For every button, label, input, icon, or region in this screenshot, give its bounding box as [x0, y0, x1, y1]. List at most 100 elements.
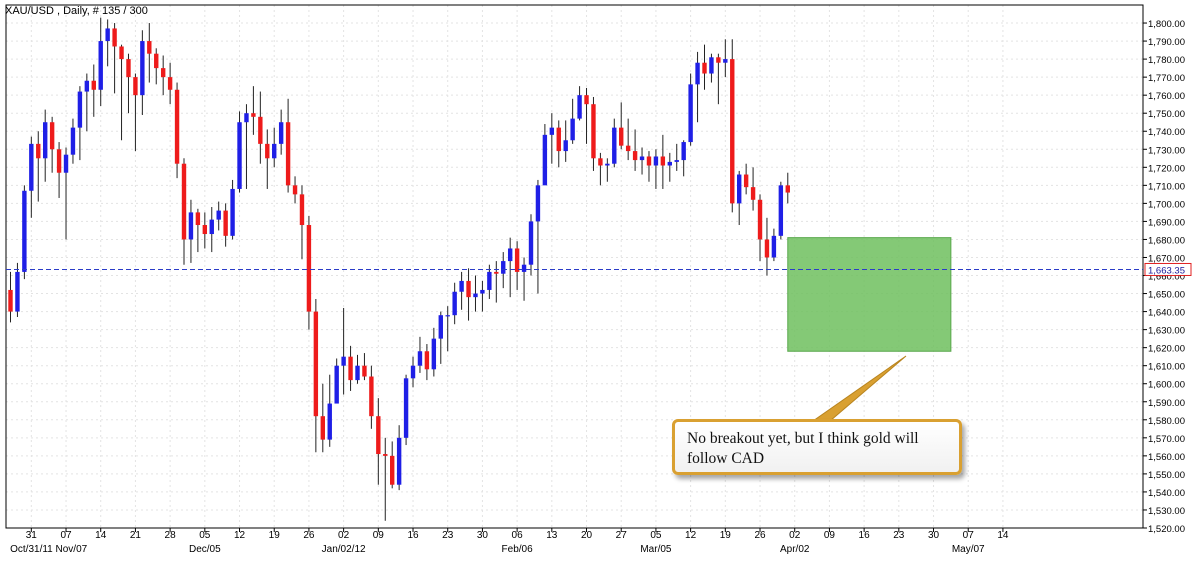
candle [646, 151, 652, 182]
y-tick-label: 1,600.00 [1148, 380, 1185, 391]
candle [778, 181, 784, 240]
candle [764, 217, 770, 276]
x-tick-label: 30 [477, 530, 489, 541]
month-label: Jan/02/12 [322, 544, 366, 555]
candle-body [181, 163, 187, 240]
x-tick-label: 27 [616, 530, 628, 541]
candle [625, 118, 631, 161]
candle [313, 298, 319, 453]
y-tick-label: 1,560.00 [1148, 452, 1185, 463]
candle-body [56, 149, 62, 173]
candle [188, 199, 194, 263]
candle-body [396, 437, 402, 485]
candle-body [133, 77, 138, 96]
y-tick-label: 1,540.00 [1148, 488, 1185, 499]
candle-body [584, 95, 589, 105]
candle-body [410, 365, 416, 379]
candle-body [619, 127, 624, 146]
candle [743, 163, 749, 195]
candle-body [119, 46, 124, 60]
candle [140, 30, 145, 116]
y-tick-label: 1,650.00 [1148, 290, 1185, 301]
x-tick-label: 06 [512, 530, 524, 541]
candle [563, 120, 568, 162]
candle-body [154, 53, 159, 69]
candle-body [778, 185, 784, 236]
candle-body [466, 280, 471, 298]
y-tick-label: 1,790.00 [1148, 37, 1185, 48]
candle-body [480, 289, 485, 294]
x-tick-label: 09 [824, 530, 836, 541]
candle-body [188, 212, 194, 240]
candle [181, 158, 187, 265]
candle [632, 129, 638, 171]
annotation-callout: No breakout yet, but I think gold will f… [672, 419, 962, 475]
candle [278, 109, 284, 155]
candle [424, 344, 430, 381]
x-tick-label: 05 [199, 530, 211, 541]
y-tick-label: 1,640.00 [1148, 308, 1185, 319]
x-tick-label: 26 [754, 530, 766, 541]
candle-body [605, 163, 610, 166]
candle-body [77, 91, 83, 128]
candle-body [730, 59, 735, 204]
candle [667, 152, 672, 182]
candle [390, 441, 395, 489]
candle-body [521, 264, 527, 272]
y-tick-label: 1,760.00 [1148, 91, 1185, 102]
candle-body [612, 127, 617, 164]
y-tick-label: 1,610.00 [1148, 362, 1185, 373]
candle-body [105, 28, 110, 42]
candle-body [272, 143, 277, 159]
candle [681, 140, 686, 177]
y-tick-label: 1,530.00 [1148, 506, 1185, 517]
candle [723, 39, 728, 78]
candle [619, 102, 624, 150]
candle-body [514, 248, 520, 272]
candle [549, 113, 555, 164]
y-tick-label: 1,710.00 [1148, 181, 1185, 192]
candle-body [327, 403, 332, 440]
month-label: Oct/31/11 Nov/07 [10, 544, 88, 555]
candle-body [216, 210, 221, 220]
candle [285, 98, 291, 193]
candle [265, 129, 270, 189]
candle [49, 116, 55, 173]
candle [452, 282, 457, 325]
x-tick-label: 26 [303, 530, 315, 541]
candle-body [459, 280, 464, 292]
candle [737, 170, 742, 226]
x-tick-label: 16 [859, 530, 871, 541]
y-tick-label: 1,550.00 [1148, 470, 1185, 481]
consolidation-box [787, 237, 952, 352]
candle [750, 167, 756, 211]
candle-body [507, 248, 513, 262]
annotation-text: No breakout yet, but I think gold will f… [687, 430, 919, 467]
y-tick-label: 1,570.00 [1148, 434, 1185, 445]
x-tick-label: 21 [130, 530, 142, 541]
candle [431, 327, 437, 377]
y-tick-label: 1,630.00 [1148, 326, 1185, 337]
candle [195, 208, 201, 253]
candle-body [43, 122, 48, 159]
candle-body [63, 154, 69, 173]
x-tick-label: 07 [60, 530, 72, 541]
candle-body [285, 122, 291, 186]
candle [702, 44, 707, 90]
x-tick-label: 19 [720, 530, 732, 541]
chart-title: XAU/USD , Daily, # 135 / 300 [5, 5, 148, 17]
candle-body [278, 122, 284, 144]
candle-body [362, 365, 367, 377]
candle-body [49, 122, 55, 150]
candle-body [494, 271, 499, 274]
candle [674, 143, 679, 171]
candle [43, 109, 48, 182]
candle [514, 241, 520, 290]
candle [8, 271, 13, 323]
candle-body [473, 293, 478, 298]
candle-body [91, 80, 96, 90]
candles [8, 17, 790, 521]
candle [639, 147, 645, 175]
candle [36, 131, 41, 202]
